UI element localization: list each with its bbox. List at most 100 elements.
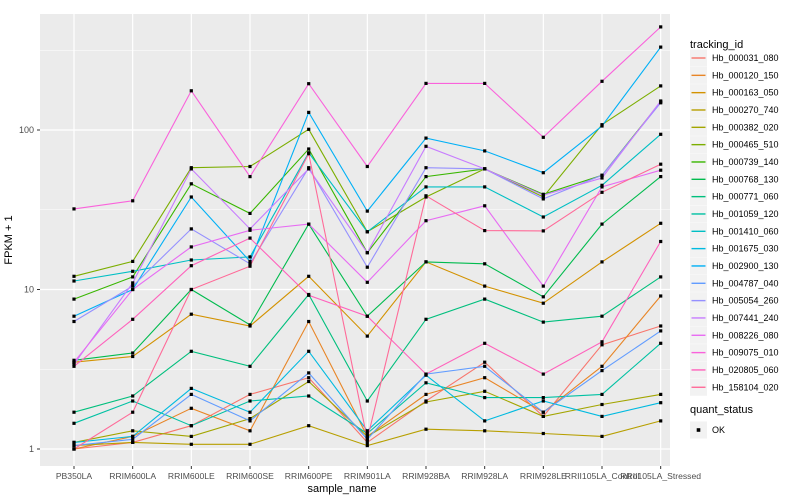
data-point — [307, 222, 311, 226]
legend-entry-Hb_008226_080: Hb_008226_080 — [690, 326, 779, 344]
legend-label: Hb_000120_150 — [712, 70, 779, 80]
data-point — [600, 260, 604, 264]
axis-ticks: 1 10 100 PB350LA RRIM600LA RRIM600LE RRIM600SE… — [19, 125, 701, 481]
data-point — [600, 124, 604, 128]
legend-label: Hb_000270_740 — [712, 105, 779, 115]
data-point — [600, 176, 604, 180]
legend-label: Hb_009075_010 — [712, 348, 779, 358]
data-point — [659, 329, 663, 333]
data-point — [659, 341, 663, 345]
data-point — [424, 400, 428, 404]
data-point — [424, 194, 428, 198]
data-point — [600, 364, 604, 368]
data-point — [483, 167, 487, 171]
data-point — [659, 175, 663, 179]
data-point — [424, 392, 428, 396]
data-point — [131, 259, 135, 263]
legend-title-tracking-id: tracking_id — [690, 39, 743, 51]
data-point — [365, 314, 369, 318]
data-point — [307, 293, 311, 297]
data-point — [248, 417, 252, 421]
data-point — [424, 175, 428, 179]
legend-entry-Hb_000768_130: Hb_000768_130 — [690, 170, 779, 188]
data-point — [131, 287, 135, 292]
data-point — [72, 279, 76, 283]
legend-label: Hb_001059_120 — [712, 209, 779, 219]
data-point — [659, 25, 663, 29]
x-tick-label: RRIM600PE — [285, 471, 333, 481]
data-point — [189, 89, 193, 93]
data-point — [600, 392, 604, 396]
data-point — [541, 215, 545, 219]
data-point — [600, 190, 604, 194]
data-point — [365, 230, 369, 234]
data-point — [541, 320, 545, 324]
legend-entry-Hb_000465_510: Hb_000465_510 — [690, 136, 779, 154]
data-point — [365, 164, 369, 169]
x-tick-label: PB350LA — [56, 471, 93, 481]
data-point — [131, 410, 135, 414]
legend-label: Hb_008226_080 — [712, 330, 779, 340]
data-point — [72, 319, 76, 324]
data-point — [365, 444, 369, 448]
x-tick-label: RRII105LA_Control — [565, 471, 640, 481]
data-point — [189, 245, 193, 249]
data-point — [365, 280, 369, 284]
data-point — [307, 376, 311, 380]
legend-label: Hb_001410_060 — [712, 226, 779, 236]
data-point — [131, 399, 135, 403]
data-point — [248, 364, 252, 368]
data-point — [248, 399, 252, 403]
data-point — [541, 229, 545, 233]
data-point — [307, 127, 311, 131]
x-axis-title: sample_name — [307, 483, 376, 495]
legend-entry-Hb_001059_120: Hb_001059_120 — [690, 205, 779, 223]
data-point — [248, 236, 252, 240]
data-point — [248, 211, 252, 215]
data-point — [424, 219, 428, 223]
data-point — [72, 410, 76, 414]
legend-entry-Hb_002900_130: Hb_002900_130 — [690, 257, 779, 275]
data-point — [248, 410, 252, 414]
data-point — [365, 440, 369, 444]
data-point — [248, 255, 252, 259]
data-point — [307, 82, 311, 86]
data-point — [424, 381, 428, 385]
data-point — [365, 334, 369, 338]
data-point — [424, 372, 428, 376]
data-point — [307, 379, 311, 384]
legend-label: Hb_020805_060 — [712, 365, 779, 375]
legend-entry-Hb_005054_260: Hb_005054_260 — [690, 292, 779, 310]
legend-entry-Hb_000163_050: Hb_000163_050 — [690, 84, 779, 102]
data-point — [248, 392, 252, 396]
data-point — [483, 185, 487, 189]
data-point — [365, 265, 369, 269]
legend-entry-Hb_001410_060: Hb_001410_060 — [690, 222, 779, 240]
data-point — [659, 84, 663, 88]
data-point — [189, 424, 193, 428]
legend-entry-Hb_000739_140: Hb_000739_140 — [690, 153, 779, 171]
data-point — [131, 269, 135, 273]
legend-label: Hb_000739_140 — [712, 157, 779, 167]
legend-key-square-marker — [696, 428, 701, 432]
plot-panel — [40, 14, 670, 466]
data-point — [131, 434, 135, 438]
data-point — [189, 287, 193, 292]
x-tick-label: RRIM928LA — [461, 471, 508, 481]
data-point — [424, 136, 428, 140]
data-point — [248, 419, 252, 423]
data-point — [483, 364, 487, 368]
x-tick-label: RRIM600SE — [226, 471, 274, 481]
y-tick-label: 1 — [29, 444, 34, 454]
data-point — [307, 147, 311, 151]
data-point — [131, 317, 135, 321]
data-point — [131, 394, 135, 398]
legend-label: Hb_158104_020 — [712, 382, 779, 392]
data-point — [659, 162, 663, 166]
data-point — [659, 168, 663, 172]
data-point — [600, 369, 604, 373]
data-point — [600, 173, 604, 177]
data-point — [600, 434, 604, 438]
data-point — [424, 427, 428, 431]
data-point — [659, 419, 663, 423]
